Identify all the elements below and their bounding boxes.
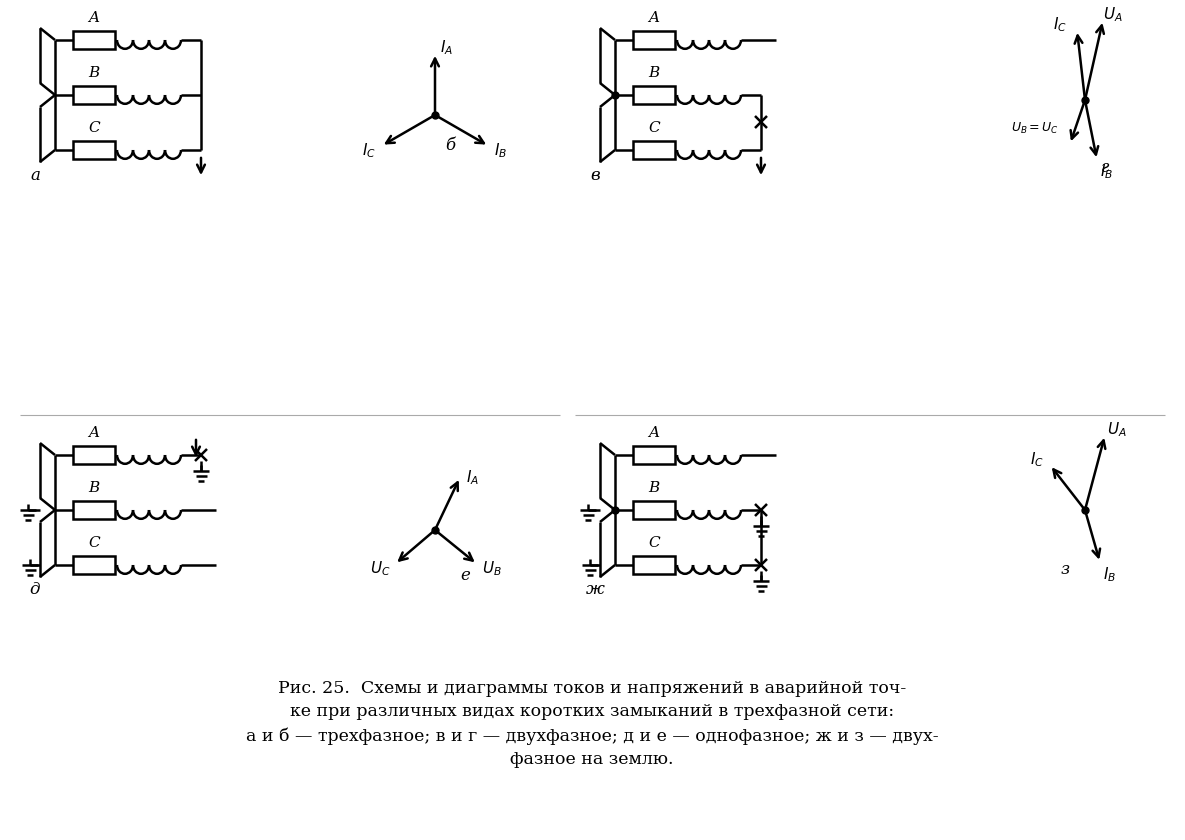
Text: $I_C$: $I_C$ bbox=[1053, 16, 1066, 34]
Text: $I_A$: $I_A$ bbox=[441, 39, 454, 57]
Text: з: з bbox=[1061, 561, 1070, 579]
Text: С: С bbox=[88, 536, 100, 550]
Text: $U_B=U_C$: $U_B=U_C$ bbox=[1011, 120, 1059, 135]
Bar bbox=[73, 31, 115, 49]
Text: а: а bbox=[30, 166, 40, 183]
Text: $I_C$: $I_C$ bbox=[363, 142, 377, 160]
Bar bbox=[633, 141, 675, 159]
Text: д: д bbox=[30, 581, 40, 598]
Text: A: A bbox=[648, 11, 660, 25]
Text: в: в bbox=[590, 166, 600, 183]
Text: В: В bbox=[648, 481, 660, 495]
Bar bbox=[73, 501, 115, 519]
Text: A: A bbox=[648, 426, 660, 440]
Text: $U_C$: $U_C$ bbox=[370, 559, 390, 579]
Text: A: A bbox=[89, 11, 100, 25]
Text: г: г bbox=[1101, 160, 1109, 176]
Text: е: е bbox=[460, 566, 470, 584]
Bar bbox=[73, 141, 115, 159]
Text: $I_B$: $I_B$ bbox=[494, 142, 507, 160]
Text: ж: ж bbox=[585, 581, 604, 598]
Text: $I_B$: $I_B$ bbox=[1103, 565, 1116, 584]
Text: Рис. 25.  Схемы и диаграммы токов и напряжений в аварийной точ-
ке при различных: Рис. 25. Схемы и диаграммы токов и напря… bbox=[245, 680, 939, 769]
Text: $U_A$: $U_A$ bbox=[1103, 6, 1123, 24]
Text: В: В bbox=[89, 481, 100, 495]
Text: б: б bbox=[444, 136, 455, 154]
Bar bbox=[633, 556, 675, 574]
Text: $I_C$: $I_C$ bbox=[1030, 450, 1044, 470]
Text: В: В bbox=[648, 66, 660, 80]
Text: С: С bbox=[88, 121, 100, 135]
Bar bbox=[73, 86, 115, 104]
Text: С: С bbox=[648, 536, 660, 550]
Bar bbox=[633, 31, 675, 49]
Bar bbox=[633, 446, 675, 464]
Text: В: В bbox=[89, 66, 100, 80]
Text: $U_A$: $U_A$ bbox=[1107, 421, 1127, 439]
Text: A: A bbox=[89, 426, 100, 440]
Text: $U_B$: $U_B$ bbox=[482, 559, 502, 579]
Text: С: С bbox=[648, 121, 660, 135]
Bar bbox=[73, 556, 115, 574]
Bar bbox=[633, 501, 675, 519]
Bar bbox=[633, 86, 675, 104]
Bar bbox=[73, 446, 115, 464]
Text: $I_B$: $I_B$ bbox=[1101, 163, 1114, 181]
Text: $I_A$: $I_A$ bbox=[467, 468, 480, 486]
